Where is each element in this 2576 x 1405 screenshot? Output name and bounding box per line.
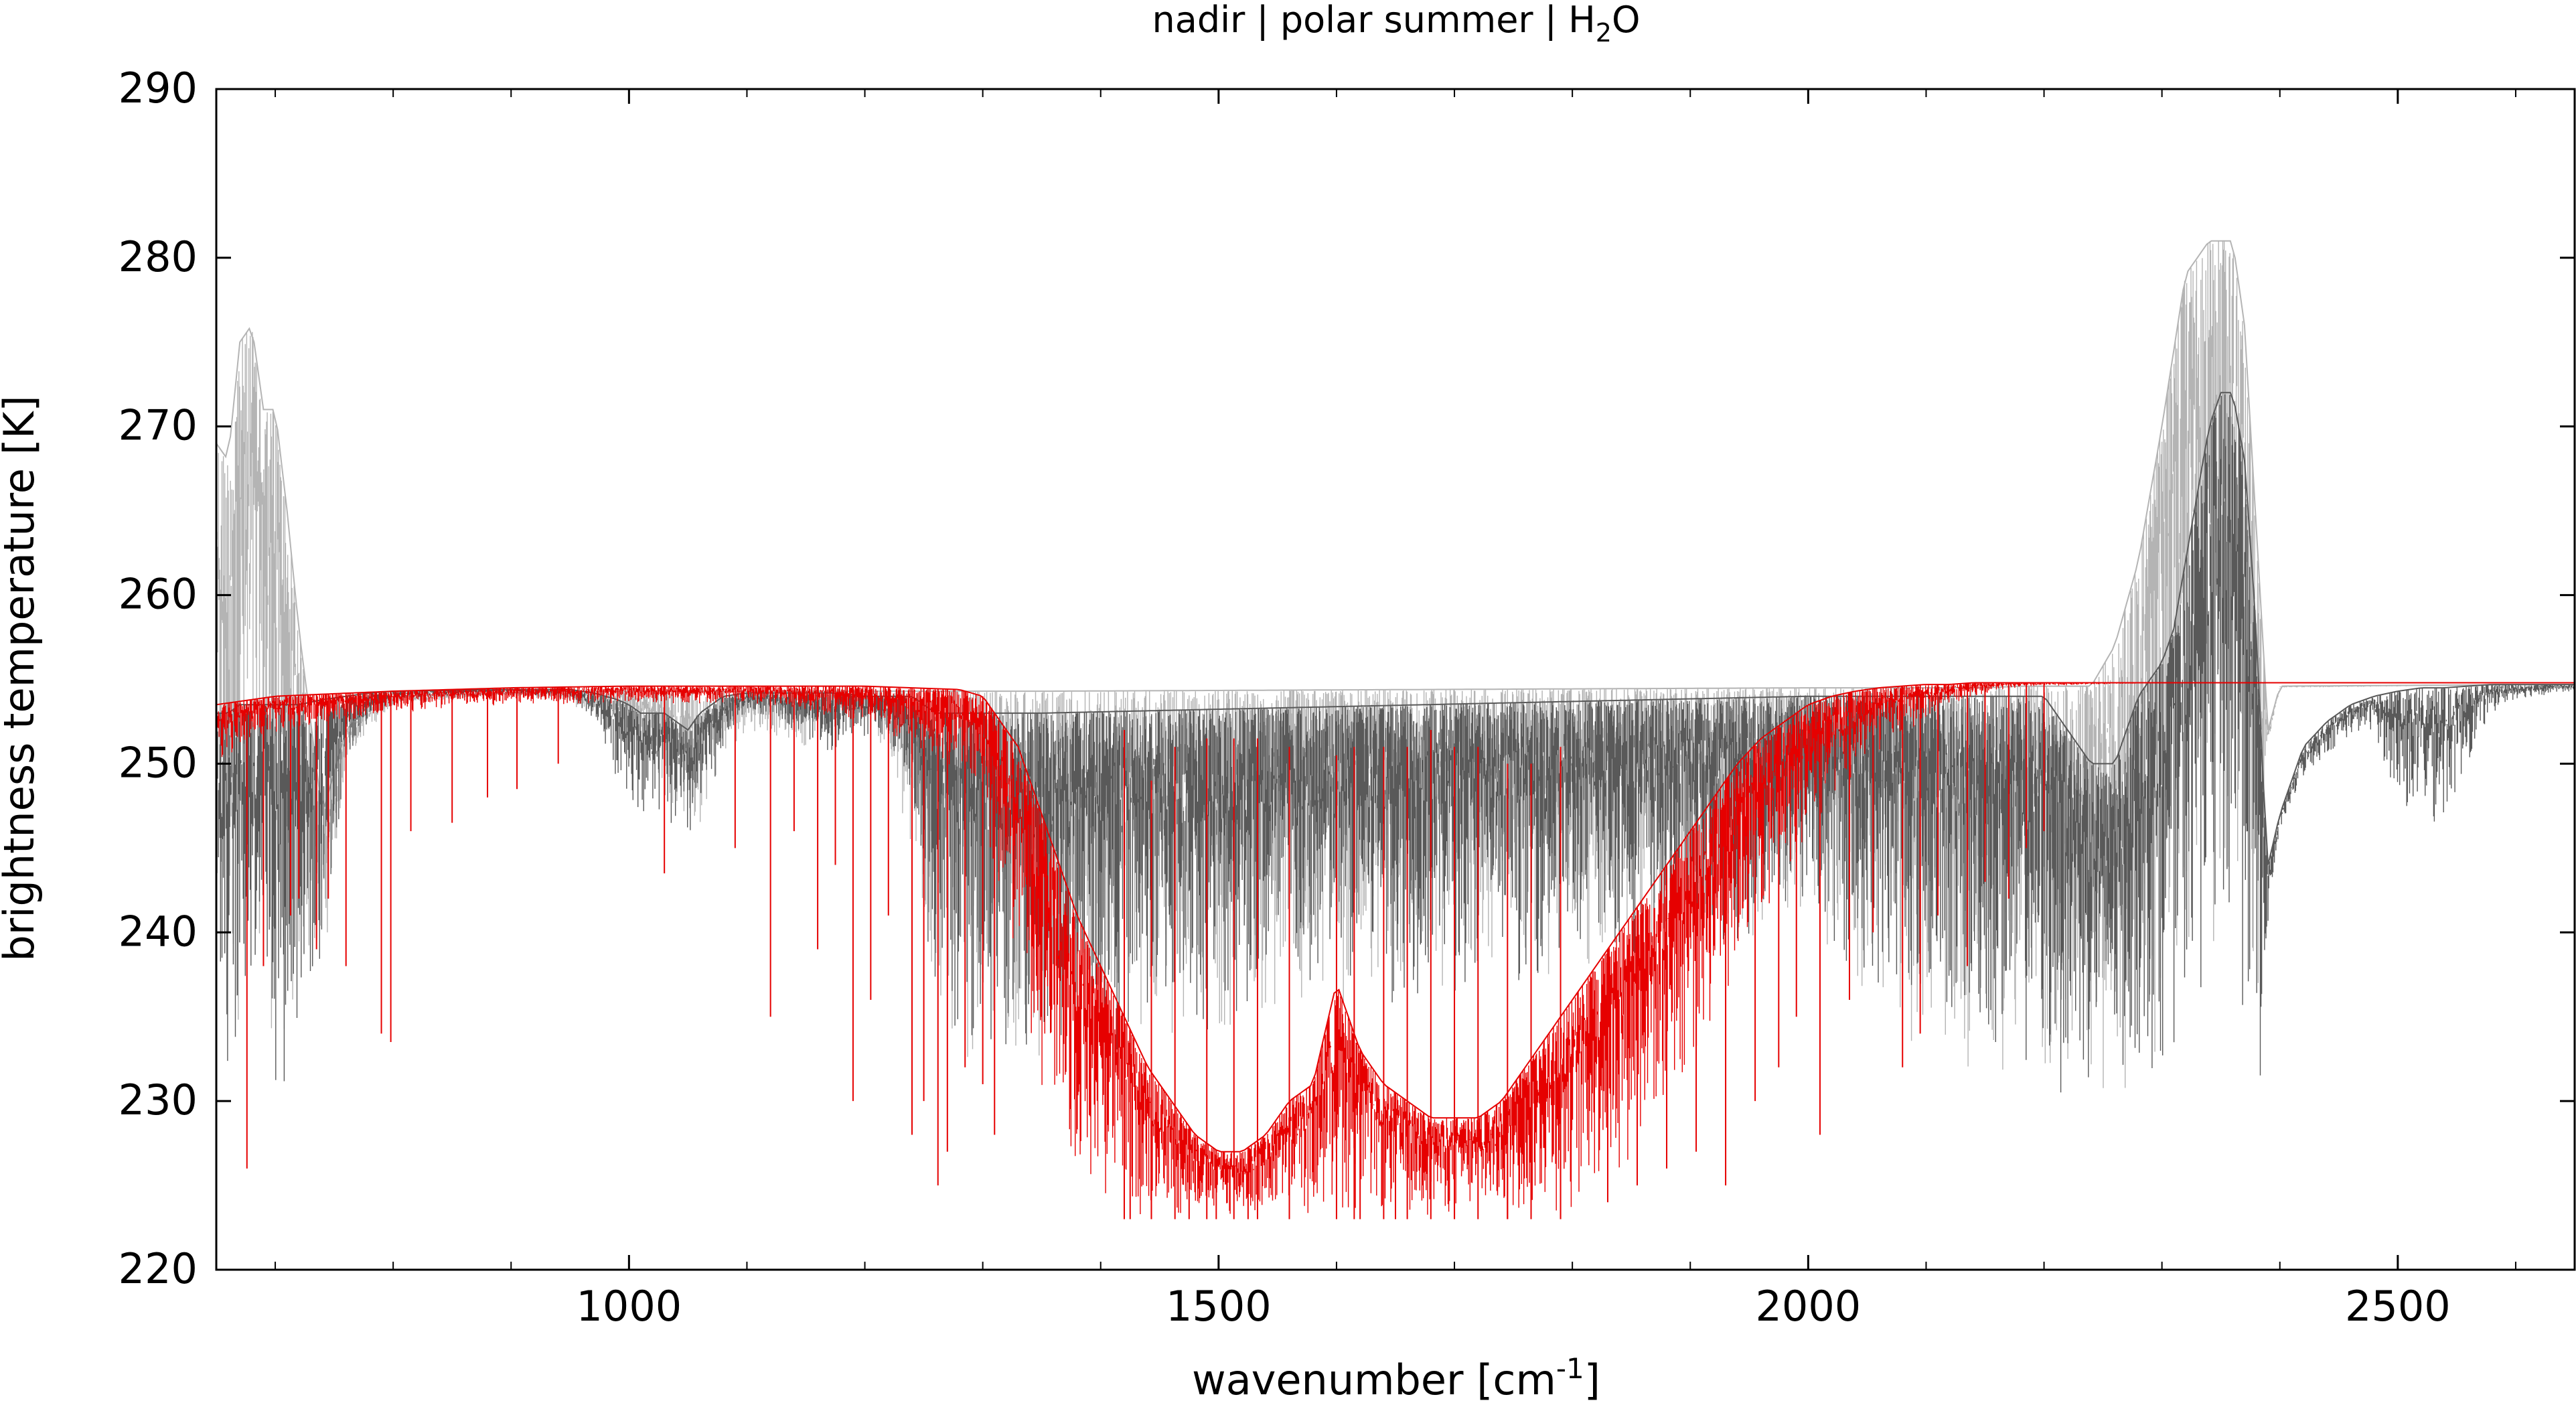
y-tick-label: 240 bbox=[119, 907, 198, 956]
y-axis: 220 230 240 250 260 270 280 290 bbox=[119, 64, 2575, 1293]
x-tick-label: 1500 bbox=[1166, 1282, 1272, 1331]
spectrum-series-2 bbox=[216, 392, 2575, 1093]
x-tick-label: 1000 bbox=[576, 1282, 682, 1331]
x-axis-label-end: ] bbox=[1584, 1355, 1600, 1404]
x-axis: 1000 1500 2000 2500 bbox=[275, 89, 2516, 1331]
x-axis-label-superscript: -1 bbox=[1556, 1352, 1584, 1385]
chart-title-subscript: 2 bbox=[1596, 18, 1612, 48]
x-tick-label: 2500 bbox=[2345, 1282, 2451, 1331]
y-tick-label: 220 bbox=[119, 1244, 198, 1293]
spectrum-trace bbox=[216, 394, 2575, 1093]
spectrum-series-3 bbox=[216, 682, 2575, 1219]
chart-title: nadir | polar summer | H2O bbox=[1152, 0, 1641, 48]
y-tick-label: 270 bbox=[119, 401, 198, 450]
x-axis-label: wavenumber [cm-1] bbox=[1192, 1352, 1600, 1404]
y-axis-label: brightness temperature [K] bbox=[0, 395, 44, 961]
y-tick-label: 260 bbox=[119, 570, 198, 619]
spectrum-upper-edge bbox=[216, 392, 2575, 865]
series-layer bbox=[216, 240, 2575, 1219]
y-tick-label: 230 bbox=[119, 1076, 198, 1124]
x-tick-label: 2000 bbox=[1755, 1282, 1861, 1331]
plot-area bbox=[216, 240, 2575, 1219]
y-tick-label: 280 bbox=[119, 232, 198, 281]
spectrum-upper-edge bbox=[216, 682, 2575, 1153]
y-tick-label: 290 bbox=[119, 64, 198, 113]
plot-frame bbox=[215, 88, 2576, 1271]
y-tick-label: 250 bbox=[119, 738, 198, 787]
chart-title-end: O bbox=[1612, 0, 1641, 41]
